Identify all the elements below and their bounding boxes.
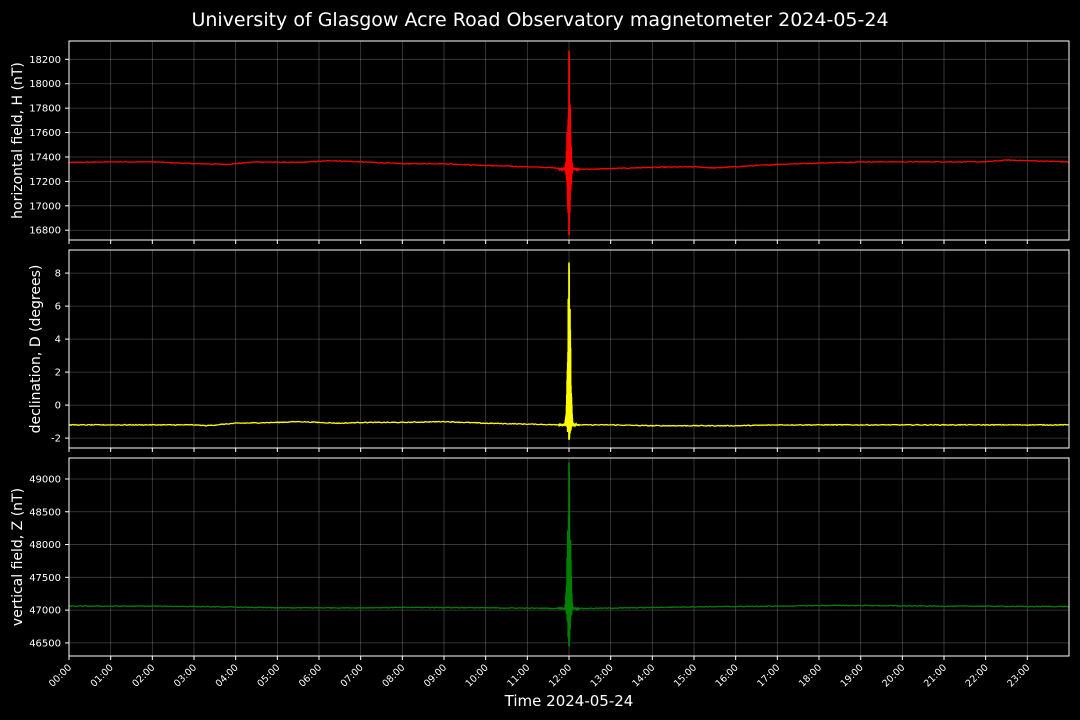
- x-tick-label: 21:00: [922, 662, 949, 689]
- y-tick-label: 6: [55, 302, 61, 313]
- x-tick-label: 03:00: [172, 662, 199, 689]
- x-tick-label: 02:00: [130, 662, 157, 689]
- x-tick-label: 17:00: [755, 662, 782, 689]
- x-tick-label: 20:00: [880, 662, 907, 689]
- x-tick-label: 16:00: [714, 662, 741, 689]
- x-tick-label: 18:00: [797, 662, 824, 689]
- y-tick-label: 47000: [29, 606, 61, 617]
- panel-frame: [68, 457, 1070, 657]
- y-tick-label: 48500: [29, 507, 61, 518]
- panel-frame: [68, 249, 1070, 449]
- y-axis-label: declination, D (degrees): [28, 265, 44, 434]
- panel-frame: [68, 40, 1070, 241]
- x-tick-label: 19:00: [839, 662, 866, 689]
- x-tick-label: 12:00: [547, 662, 574, 689]
- y-tick-label: 17200: [29, 177, 61, 188]
- x-tick-label: 05:00: [255, 662, 282, 689]
- x-tick-label: 00:00: [47, 662, 74, 689]
- y-tick-label: 48000: [29, 540, 61, 551]
- y-tick-label: 17800: [29, 104, 61, 115]
- x-axis-label: Time 2024-05-24: [504, 692, 634, 710]
- x-tick-label: 04:00: [214, 662, 241, 689]
- x-tick-label: 15:00: [672, 662, 699, 689]
- y-tick-label: 49000: [29, 474, 61, 485]
- y-tick-label: 17000: [29, 201, 61, 212]
- y-tick-label: 16800: [29, 226, 61, 237]
- x-tick-label: 23:00: [1005, 662, 1032, 689]
- y-tick-label: 46500: [29, 638, 61, 649]
- y-tick-label: 17400: [29, 152, 61, 163]
- y-axis-label: horizontal field, H (nT): [10, 62, 26, 219]
- y-tick-label: 2: [55, 368, 61, 379]
- panel-1: 16800 17000 17200 17400 17600 17800 18000 18200…: [10, 40, 1070, 244]
- x-tick-label: 22:00: [964, 662, 991, 689]
- y-tick-label: 8: [55, 269, 61, 280]
- y-tick-label: 18000: [29, 79, 61, 90]
- x-tick-label: 14:00: [630, 662, 657, 689]
- y-tick-label: 17600: [29, 128, 61, 139]
- x-tick-label: 10:00: [464, 662, 491, 689]
- chart-title: University of Glasgow Acre Road Observat…: [191, 9, 889, 31]
- x-tick-label: 06:00: [297, 662, 324, 689]
- x-tick-label: 01:00: [89, 662, 116, 689]
- y-tick-label: -2: [51, 434, 61, 445]
- panel-2: -2 0 2 4 6 8 declination, D (degrees): [28, 249, 1070, 452]
- x-tick-label: 08:00: [380, 662, 407, 689]
- y-tick-label: 18200: [29, 55, 61, 66]
- x-tick-label: 09:00: [422, 662, 449, 689]
- x-tick-label: 13:00: [589, 662, 616, 689]
- y-tick-label: 47500: [29, 573, 61, 584]
- y-tick-label: 4: [55, 335, 61, 346]
- x-tick-label: 07:00: [339, 662, 366, 689]
- y-tick-label: 0: [55, 401, 61, 412]
- x-tick-label: 11:00: [505, 662, 532, 689]
- y-axis-label: vertical field, Z (nT): [10, 488, 26, 626]
